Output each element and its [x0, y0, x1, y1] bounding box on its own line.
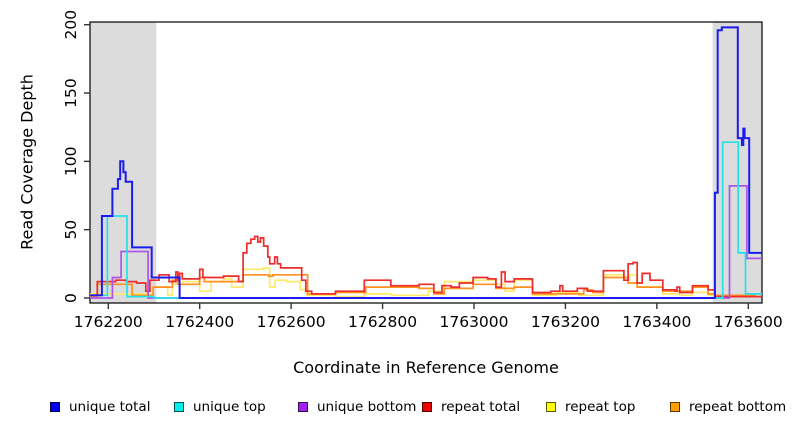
y-tick-label: 200	[62, 10, 80, 40]
legend: unique total unique top unique bottom repea…	[50, 399, 790, 415]
legend-item: repeat top	[546, 399, 670, 415]
series-repeat-bottom	[90, 273, 762, 298]
series-unique-total	[90, 26, 762, 299]
legend-item: unique bottom	[298, 399, 422, 415]
plot-box	[89, 21, 763, 304]
legend-label: repeat top	[565, 399, 636, 415]
y-tick-label: 100	[62, 147, 80, 177]
legend-swatch	[174, 402, 184, 412]
y-tick-label: 0	[62, 293, 80, 303]
x-tick-label: 1763200	[531, 313, 600, 331]
x-tick-label: 1762600	[257, 313, 326, 331]
x-tick-label: 1762800	[348, 313, 417, 331]
legend-swatch	[670, 402, 680, 412]
legend-swatch	[50, 402, 60, 412]
y-axis-title: Read Coverage Depth	[17, 74, 37, 250]
legend-item: unique top	[174, 399, 298, 415]
x-tick-label: 1763400	[622, 313, 691, 331]
series-unique-top	[90, 141, 762, 299]
x-tick-label: 1763600	[714, 313, 783, 331]
x-tick-label: 1762400	[165, 313, 234, 331]
legend-label: unique total	[69, 399, 151, 415]
series-repeat-top	[90, 267, 762, 298]
y-tick-label: 150	[62, 78, 80, 108]
legend-label: repeat bottom	[689, 399, 787, 415]
series-unique-bottom	[90, 185, 762, 299]
series-repeat-total	[90, 235, 762, 298]
y-tick-label: 50	[62, 220, 80, 240]
legend-swatch	[422, 402, 432, 412]
legend-label: unique bottom	[317, 399, 417, 415]
legend-label: unique top	[193, 399, 266, 415]
x-tick-label: 1763000	[439, 313, 508, 331]
legend-item: unique total	[50, 399, 174, 415]
legend-swatch	[298, 402, 308, 412]
legend-item: repeat total	[422, 399, 546, 415]
legend-item: repeat bottom	[670, 399, 792, 415]
legend-label: repeat total	[441, 399, 521, 415]
x-tick-label: 1762200	[74, 313, 143, 331]
legend-swatch	[546, 402, 556, 412]
x-axis-title: Coordinate in Reference Genome	[293, 358, 559, 377]
